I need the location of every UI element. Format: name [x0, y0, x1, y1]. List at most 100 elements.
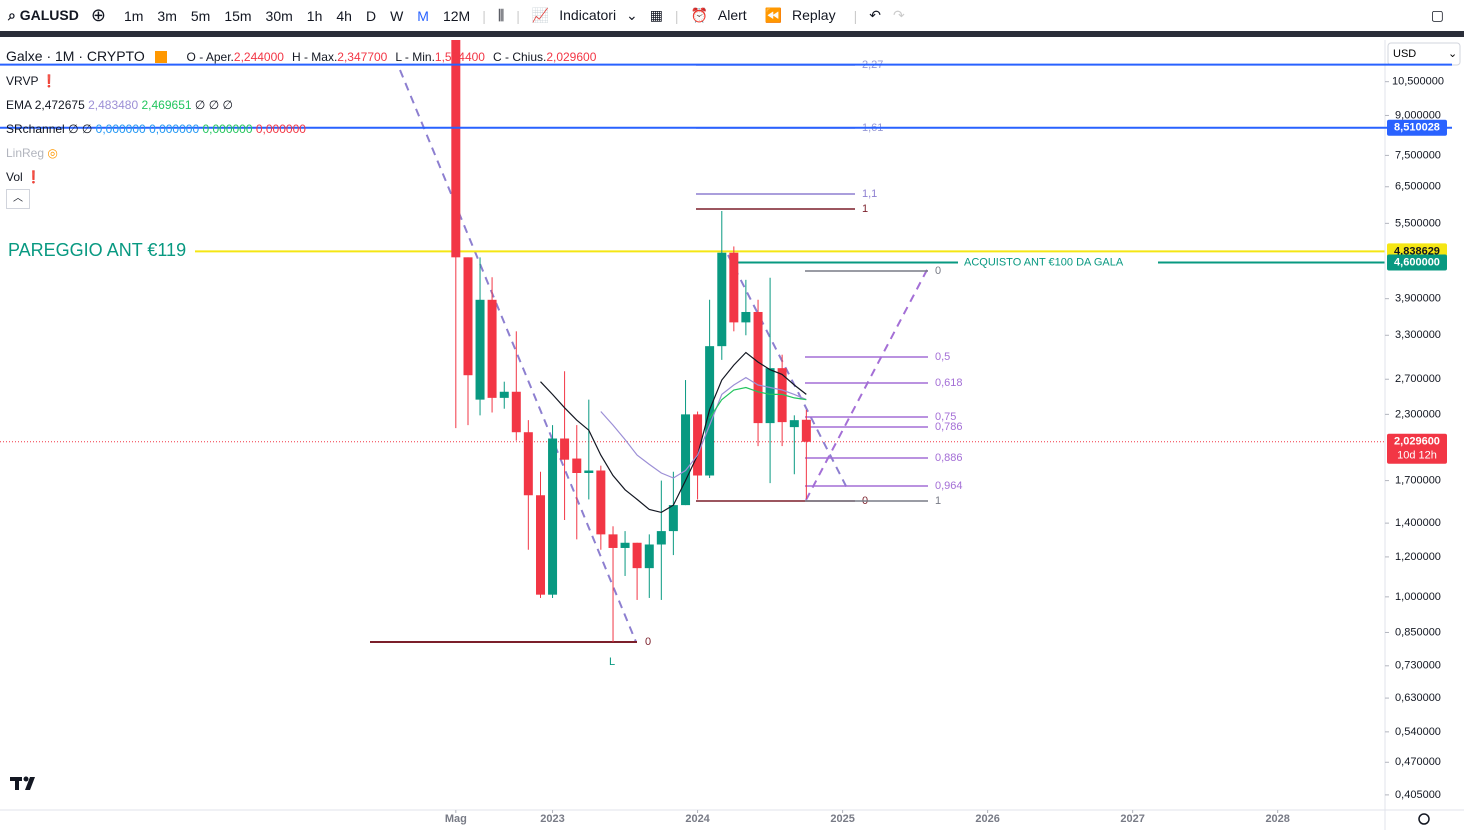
ohlc-value: 2,029600	[546, 50, 597, 64]
candle-body	[765, 368, 775, 424]
interval[interactable]: 12M	[442, 7, 471, 24]
indicators[interactable]: 📈 Indicatori ⌄	[531, 7, 638, 23]
interval[interactable]: 1h	[306, 7, 323, 24]
interval[interactable]: 15m	[224, 7, 252, 24]
x-tick-label: 2026	[975, 813, 999, 825]
y-tick-label: 9,000000	[1395, 109, 1441, 121]
ema-rest: ∅ ∅ ∅	[194, 98, 233, 112]
replay-text: Replay	[792, 7, 836, 23]
add[interactable]: ⊕	[90, 5, 106, 25]
fib-label: 0,786	[935, 421, 963, 433]
price-badge	[1387, 254, 1447, 271]
vrvp: VRVP	[6, 74, 39, 88]
ohlc: O - Aper.2,244000 H - Max.2,347700 L - Min…	[179, 50, 597, 64]
collapse[interactable]: ︿	[6, 189, 30, 209]
candle-body	[789, 420, 799, 428]
currency: USD	[1393, 48, 1416, 60]
ohlc-label: L - Min.	[395, 50, 435, 64]
tv-logo	[10, 776, 35, 790]
fib-label: 0,618	[935, 377, 963, 389]
settings[interactable]	[1418, 813, 1430, 825]
undo[interactable]: ↶	[869, 7, 881, 23]
y-tick-label: 1,400000	[1395, 517, 1441, 529]
candle-body	[741, 311, 751, 323]
separator	[0, 31, 1464, 37]
y-tick-label: 2,700000	[1395, 373, 1441, 385]
ema-line	[600, 376, 807, 479]
low-marker: L	[609, 656, 615, 668]
candle-body	[801, 419, 811, 442]
interval[interactable]: 4h	[336, 7, 352, 24]
ema-value: 2,472675	[34, 98, 85, 112]
y-tick-label: 3,300000	[1395, 329, 1441, 341]
interval[interactable]: D	[365, 7, 377, 24]
ohlc-value: 1,564400	[434, 50, 485, 64]
fib-label: 0	[935, 265, 941, 277]
x-tick-label: 2028	[1265, 813, 1289, 825]
fullscreen[interactable]: ▢	[1430, 7, 1444, 23]
countdown: 10d 12h	[1397, 450, 1437, 462]
candle-body	[717, 252, 727, 347]
interval[interactable]: 3m	[157, 7, 177, 24]
y-tick-label: 0,850000	[1395, 626, 1441, 638]
candle-body	[632, 542, 642, 569]
ema-value: 2,469651	[141, 98, 192, 112]
sep: |	[516, 7, 520, 24]
sr-rest: ∅ ∅	[68, 122, 93, 136]
sr-value: 0,000000	[202, 122, 253, 136]
x-tick-label: Mag	[445, 813, 467, 825]
y-tick-label: 0,470000	[1395, 756, 1441, 768]
interval[interactable]: W	[390, 7, 404, 24]
x-tick-label: 2025	[830, 813, 854, 825]
price-badge-label: 4,600000	[1394, 256, 1440, 268]
replay[interactable]: ⏪ Replay	[764, 7, 836, 23]
interval[interactable]: 5m	[190, 7, 211, 24]
warn: ❗	[41, 74, 57, 88]
fib-label: 0,886	[935, 452, 963, 464]
sep: |	[853, 7, 858, 24]
fib-label: 0,964	[935, 480, 963, 492]
toolbar: ⌕ GALUSD ⊕ 1m 3m 5m 15m 30m 1h 4h D W M 12M | ⫼ | …	[0, 0, 1464, 32]
sep: |	[482, 7, 486, 24]
price-badge-label: 8,510028	[1394, 122, 1440, 134]
candle-body	[608, 534, 618, 548]
price-badge	[1387, 119, 1447, 136]
interval[interactable]: 30m	[265, 7, 293, 24]
layouts[interactable]: ▦	[649, 7, 663, 23]
interval[interactable]: 1m	[123, 7, 144, 24]
vol-row: Vol ❗	[6, 165, 596, 189]
sr-value: 0,000000	[95, 122, 146, 136]
sep: |	[674, 7, 679, 24]
trend-line	[727, 254, 849, 491]
candle-body	[523, 432, 533, 496]
linreg-row: LinReg ◎	[6, 141, 596, 165]
alert[interactable]: ⏰ Alert	[690, 7, 747, 23]
y-tick-label: 0,730000	[1395, 660, 1441, 672]
alert-text: Alert	[717, 7, 747, 23]
chart-style[interactable]: ⫼	[497, 7, 505, 23]
candle-body	[499, 391, 509, 398]
y-tick-label: 5,500000	[1395, 217, 1441, 229]
sr-value: 0,000000	[255, 122, 306, 136]
redo[interactable]: ↷	[892, 7, 905, 23]
ohlc-label: H - Max.	[291, 50, 338, 64]
symbol[interactable]: ⌕ GALUSD	[8, 7, 79, 23]
candle-body	[451, 40, 461, 258]
candle-body	[572, 458, 582, 473]
x-tick-label: 2027	[1120, 813, 1144, 825]
legend-main: Galxe · 1M · CRYPTO O - Aper.2,244000 H -…	[6, 44, 596, 69]
candle-body	[487, 299, 497, 398]
sr-row: SRchannel ∅ ∅ 0,000000 0,000000 0,000000…	[6, 117, 596, 141]
ema-row: EMA 2,472675 2,483480 2,469651 ∅ ∅ ∅	[6, 93, 596, 117]
interval[interactable]: M	[417, 7, 429, 24]
trend-line	[805, 267, 929, 501]
text-bg	[958, 254, 1158, 271]
candle-body	[681, 414, 691, 506]
fib-label: 1,1	[862, 188, 877, 200]
y-tick-label: 10,500000	[1392, 76, 1444, 88]
y-tick-label: 1,200000	[1395, 551, 1441, 563]
candle-body	[620, 542, 630, 548]
price-badge-label: 4,838629	[1394, 245, 1440, 257]
x-tick-label: 2023	[540, 813, 564, 825]
